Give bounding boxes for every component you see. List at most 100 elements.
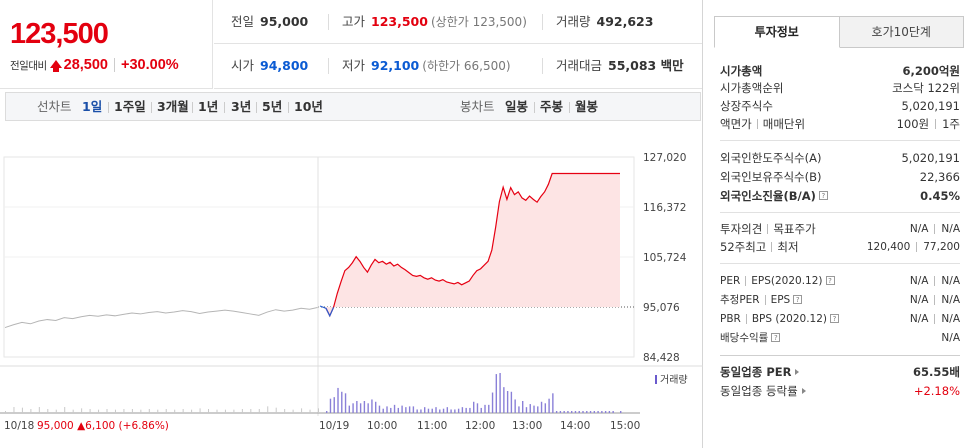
volume-bar [157, 409, 159, 413]
volume-bar [47, 409, 49, 413]
candle-weekly-button[interactable]: 주봉 [540, 99, 564, 114]
volume-bar [578, 411, 580, 413]
volume-bar [356, 401, 358, 413]
volume-bar [424, 407, 426, 413]
week52-labels: 52주최고 최저 [720, 239, 799, 255]
divider [720, 212, 960, 213]
volume-value: 492,623 [596, 14, 654, 29]
sector-per-label: 동일업종 PER [720, 364, 792, 379]
est-eps-label: EPS [770, 293, 791, 306]
period-3y-button[interactable]: 3년 [231, 99, 252, 114]
volume-bar [514, 399, 516, 413]
period-1d-button[interactable]: 1일 [82, 99, 103, 114]
opinion-values: N/A N/A [910, 223, 960, 235]
volume-bar [81, 408, 83, 413]
volume-bar [64, 407, 66, 413]
volume-bar [574, 411, 577, 413]
dividend-label-wrap: 배당수익률? [720, 330, 781, 345]
volume-bar [555, 411, 558, 413]
est-per-value: N/A [909, 293, 929, 306]
pbr-bps-values: N/A N/A [910, 313, 960, 325]
volume-bar [401, 405, 403, 413]
volume-bar [106, 409, 108, 413]
volume-bar [559, 411, 562, 413]
volume-bar [258, 409, 260, 413]
shares-label: 상장주식수 [720, 98, 773, 113]
high-value: 123,500 [371, 14, 428, 29]
y-tick-label: 127,020 [643, 152, 686, 164]
opinion-labels: 투자의견 목표주가 [720, 221, 816, 237]
foreign-ratio-value: 0.45% [920, 188, 960, 203]
volume-bar [378, 405, 381, 413]
volume-bar [525, 407, 528, 413]
arrow-right-icon[interactable] [801, 387, 806, 394]
pbr-bps-row: PBR BPS (2020.12)? N/A N/A [720, 309, 960, 328]
period-5y-button[interactable]: 5년 [262, 99, 283, 114]
volume-bar [148, 409, 150, 413]
volume-bar [480, 407, 482, 413]
help-icon[interactable]: ? [793, 295, 803, 304]
sector-rate-label: 동일업종 등락률 [720, 383, 798, 398]
high-cell: 고가 123,500 (상한가 123,500) [342, 0, 527, 44]
opinion-row: 투자의견 목표주가 N/A N/A [720, 219, 960, 238]
volume-bar [620, 411, 622, 413]
volume-bar [416, 409, 418, 413]
market-cap-label: 시가총액 [720, 63, 763, 78]
investment-info-panel: 투자정보 호가10단계 시가총액 6,200억원 시가총액순위 코스닥 122위… [712, 0, 968, 448]
divider [328, 14, 329, 30]
tab-orderbook[interactable]: 호가10단계 [839, 16, 964, 48]
volume-bar [174, 409, 176, 413]
help-icon[interactable]: ? [771, 333, 781, 342]
period-1w-button[interactable]: 1주일 [114, 99, 146, 114]
dividend-row: 배당수익률? N/A [720, 328, 960, 347]
volume-bar [412, 406, 415, 413]
divider [756, 118, 758, 129]
period-1y-button[interactable]: 1년 [198, 99, 219, 114]
volume-bar [533, 405, 535, 413]
divider [745, 313, 747, 324]
arrow-right-icon[interactable] [795, 368, 800, 375]
price-chart-panel: 123,500 전일대비 28,500 +30.00% 전일 95,000 고가 1… [0, 0, 703, 448]
volume-bar [341, 391, 343, 413]
help-icon[interactable]: ? [818, 191, 828, 200]
candle-daily-button[interactable]: 일봉 [505, 99, 529, 114]
x-tick-label: 10/19 [319, 420, 349, 432]
opinion-value: N/A [909, 222, 929, 235]
divider [745, 275, 747, 286]
volume-bar [552, 393, 554, 413]
bps-value: N/A [941, 312, 960, 325]
high-label: 고가 [342, 14, 366, 29]
price-chart[interactable]: 127,020 116,372 105,724 95,076 84,428 거래량 10/1… [0, 148, 703, 448]
help-icon[interactable]: ? [825, 276, 835, 285]
volume-bar [38, 407, 40, 413]
volume-bar [469, 407, 471, 413]
y-tick-label: 84,428 [643, 352, 680, 364]
volume-bar [506, 391, 509, 413]
per-eps-row: PER EPS(2020.12)? N/A N/A [720, 271, 960, 290]
period-10y-button[interactable]: 10년 [294, 99, 323, 114]
volume-bar [484, 404, 486, 413]
volume-bar [446, 407, 449, 413]
foreign-limit-value: 5,020,191 [901, 150, 960, 165]
candle-monthly-button[interactable]: 월봉 [575, 99, 599, 114]
help-icon[interactable]: ? [830, 314, 839, 323]
volume-bar [457, 408, 460, 413]
period-3m-button[interactable]: 3개월 [157, 99, 189, 114]
est-per-label: 추정PER [720, 294, 760, 306]
volume-bar [123, 409, 125, 413]
market-cap-value: 6,200억원 [902, 63, 960, 78]
sector-per-value: 65.55배 [913, 364, 960, 379]
prev-close-cell: 전일 95,000 [231, 0, 308, 44]
amount-value: 55,083 백만 [608, 58, 684, 73]
volume-bar [348, 405, 351, 413]
divider [720, 355, 960, 356]
volume-bar [563, 411, 565, 413]
foreign-ratio-label-wrap: 외국인소진율(B/A)? [720, 188, 828, 204]
shares-row: 상장주식수 5,020,191 [720, 96, 960, 115]
price-info-grid: 전일 95,000 고가 123,500 (상한가 123,500) 거래량 492,6… [214, 0, 702, 89]
tab-investment-info[interactable]: 투자정보 [714, 16, 840, 48]
volume-bar [55, 409, 57, 413]
dividend-label: 배당수익률 [720, 332, 769, 344]
week52-high-value: 120,400 [866, 240, 911, 253]
change-label: 전일대비 [10, 59, 47, 72]
